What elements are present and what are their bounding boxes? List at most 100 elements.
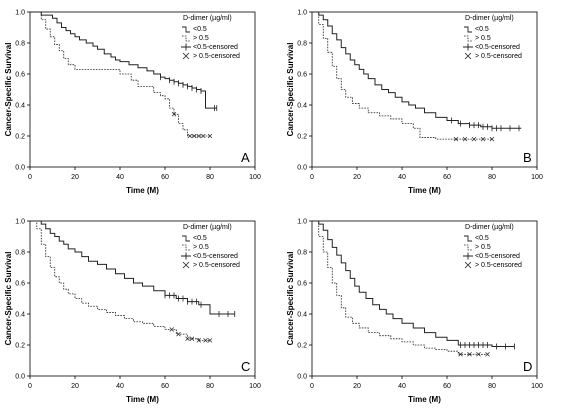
chart-panel-a: 0.0 0.2 0.4 0.6 0.8 1.0 0 20 40 60 80 100 Time (M) Ca… [0,0,282,209]
km-svg: 0.0 0.2 0.4 0.6 0.8 1.0 0 20 40 60 80 100 Time (M) Ca… [4,219,261,405]
y-tick-label: 0.0 [297,374,307,381]
legend-label: <0.5 [193,235,207,242]
x-tick-label: 0 [28,174,32,181]
x-tick-label: 0 [310,383,314,390]
legend-item: <0.5-censored [463,252,520,260]
legend-symbol [182,261,190,269]
legend-symbol [182,26,190,33]
x-tick-label: 60 [161,383,169,390]
series-line-0-5 [312,220,515,348]
legend-label: <0.5-censored [193,44,238,51]
legend-symbol [182,244,190,251]
x-tick-label: 80 [488,174,496,181]
censor-mark-0-5 [196,338,201,343]
legend-label: > 0.5 [475,244,491,251]
y-tick-label: 0.8 [15,250,25,257]
x-tick-label: 20 [353,383,361,390]
legend-item: > 0.5 [464,35,491,42]
censor-mark-0-5 [476,352,481,357]
censor-mark-0-5 [201,133,206,139]
y-axis-label: Cancer-Specific Survival [286,43,295,137]
legend-label: > 0.5 [193,244,209,251]
legend-item: > 0.5 [182,244,209,251]
y-axis-label: Cancer-Specific Survival [286,252,295,346]
legend-symbol [464,35,472,42]
censor-mark-0-5 [467,352,472,357]
chart-panel-d: 0.0 0.2 0.4 0.6 0.8 1.0 0 20 40 60 80 100 Time (M) Ca… [282,209,564,418]
legend-label: > 0.5 [193,35,209,42]
y-tick-label: 0.2 [297,343,307,350]
y-tick-label: 0.8 [297,41,307,48]
legend-item: > 0.5 [182,35,209,42]
legend-label: > 0.5-censored [193,53,240,60]
legend-symbol [463,252,473,260]
legend-label: <0.5-censored [475,44,520,51]
y-tick-label: 1.0 [297,10,307,17]
y-tick-label: 0.6 [15,72,25,79]
y-tick-label: 0.6 [15,281,25,288]
y-tick-label: 0.4 [297,312,307,319]
x-tick-label: 0 [310,174,314,181]
legend-symbol [464,261,472,269]
censor-mark-0-5 [192,133,197,139]
legend-symbol [464,26,472,33]
km-svg: 0.0 0.2 0.4 0.6 0.8 1.0 0 20 40 60 80 100 Time (M) Ca… [4,10,261,196]
panel-label: C [241,359,250,374]
x-tick-label: 100 [531,383,543,390]
legend-label: <0.5-censored [475,253,520,260]
y-tick-label: 0.0 [15,165,25,172]
legend-label: <0.5 [475,235,489,242]
legend-symbol [181,43,191,51]
censor-mark-0-5 [458,352,463,357]
x-tick-label: 20 [71,383,79,390]
x-tick-label: 100 [249,383,261,390]
censor-mark-0-5 [462,136,468,142]
series-line-0-5 [30,11,217,109]
legend-label: > 0.5 [475,35,491,42]
censor-mark-0-5 [185,336,190,342]
censor-mark-0-5 [207,338,213,343]
legend-item: > 0.5-censored [464,261,522,269]
censor-mark-0-5 [203,338,208,343]
y-tick-label: 0.2 [15,134,25,141]
legend-label: > 0.5-censored [475,53,522,60]
censor-mark-0-5 [471,136,477,142]
censor-mark-0-5 [485,352,490,357]
censor-mark-0-5 [189,336,195,342]
censor-mark-0-5 [187,133,192,139]
y-tick-label: 0.6 [297,72,307,79]
plot-frame [311,11,538,168]
series-line-0-5 [30,11,210,137]
legend-item: <0.5 [182,26,207,33]
panel-label: B [523,150,532,165]
plot-frame [311,220,538,377]
y-tick-label: 0.4 [15,103,25,110]
censor-mark-0-5 [489,136,495,142]
legend-label: <0.5-censored [193,253,238,260]
legend-item: <0.5 [464,235,489,242]
y-axis-label: Cancer-Specific Survival [4,43,13,137]
x-axis-label: Time (M) [126,186,159,195]
x-tick-label: 60 [161,174,169,181]
censor-mark-0-5 [169,327,174,332]
x-tick-label: 80 [206,174,214,181]
x-tick-label: 100 [249,174,261,181]
y-tick-label: 0.2 [297,134,307,141]
x-tick-label: 100 [531,174,543,181]
legend-symbol [182,52,190,60]
x-axis-label: Time (M) [126,395,159,404]
chart-panel-b: 0.0 0.2 0.4 0.6 0.8 1.0 0 20 40 60 80 100 Time (M) Ca… [282,0,564,209]
panel-label: A [241,150,250,165]
plot-frame [29,220,256,377]
y-tick-label: 0.0 [297,165,307,172]
x-tick-label: 60 [443,174,451,181]
y-tick-label: 0.6 [297,281,307,288]
legend-item: <0.5-censored [463,43,520,51]
legend-item: <0.5-censored [181,252,238,260]
y-tick-label: 0.8 [15,41,25,48]
legend-label: <0.5 [475,26,489,33]
legend-item: > 0.5-censored [182,261,240,269]
x-tick-label: 40 [398,383,406,390]
legend-title: D-dimer (µg/ml) [465,15,514,22]
y-tick-label: 0.2 [15,343,25,350]
